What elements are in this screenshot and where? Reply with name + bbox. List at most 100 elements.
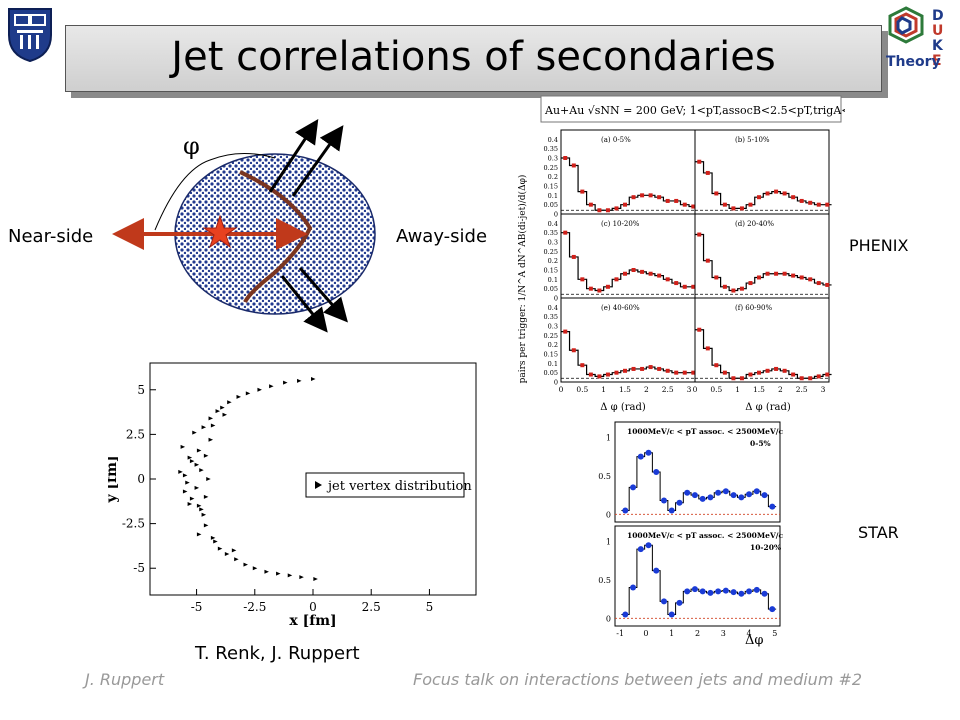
footer-talk-title: Focus talk on interactions between jets … <box>413 670 863 689</box>
star-x-tick-label: 4 <box>747 629 752 638</box>
phenix-x-tick-label: 2.5 <box>662 385 674 394</box>
phenix-x-tick-label: 1.5 <box>619 385 631 394</box>
star-y-tick-label: 1 <box>606 537 611 546</box>
phenix-y-tick-label: 0.3 <box>548 239 558 247</box>
phenix-data-point <box>623 202 628 207</box>
scatter-point <box>257 387 262 392</box>
phenix-data-point <box>682 284 687 289</box>
scatter-point <box>199 468 204 473</box>
scatter-point <box>297 378 302 383</box>
star-data-point <box>660 497 667 504</box>
scatter-point <box>283 380 288 385</box>
phenix-panel-label: (d) 20-40% <box>735 220 774 228</box>
phenix-y-tick-label: 0.05 <box>544 369 558 377</box>
phenix-data-point <box>691 370 696 375</box>
scatter-point <box>189 459 195 464</box>
phenix-data-point <box>563 329 568 334</box>
phenix-data-point <box>825 372 830 377</box>
phenix-data-point <box>614 206 619 211</box>
phenix-panel-label: (a) 0-5% <box>601 136 631 144</box>
phenix-data-point <box>674 281 679 286</box>
phenix-x-tick-label: 1.5 <box>753 385 765 394</box>
phenix-data-point <box>605 208 610 213</box>
phenix-data-point <box>563 230 568 235</box>
scatter-point <box>194 462 200 467</box>
scatter-point <box>217 546 223 551</box>
university-crest-logo <box>8 8 52 63</box>
star-data-point <box>707 494 714 501</box>
star-data-point <box>730 492 737 499</box>
scatter-point <box>234 557 239 562</box>
phenix-data-point <box>580 363 585 368</box>
phenix-data-point <box>563 156 568 160</box>
star-data-point <box>691 586 698 593</box>
phenix-data-point <box>739 376 744 381</box>
phenix-y-tick-label: 0.3 <box>548 323 558 331</box>
star-x-tick-label: 2 <box>695 629 700 638</box>
phenix-data-point <box>697 327 702 332</box>
scatter-point <box>213 539 218 544</box>
phenix-data-point <box>731 288 736 293</box>
phenix-y-tick-label: 0.1 <box>548 192 558 200</box>
lower-jet-arrow-2 <box>298 267 348 323</box>
phenix-data-point <box>765 368 770 373</box>
phenix-data-point <box>691 284 696 289</box>
phenix-y-tick-label: 0.35 <box>544 313 558 321</box>
phenix-x-tick-label: 1 <box>735 385 740 394</box>
star-x-axis-label: Δφ <box>745 633 764 648</box>
star-data-point <box>660 598 667 605</box>
star-data-point <box>622 507 629 514</box>
phenix-x-tick-label: 1 <box>601 385 606 394</box>
scatter-x-tick-label: 0 <box>309 600 317 614</box>
phenix-data-point <box>682 370 687 375</box>
phenix-data-point <box>808 277 813 282</box>
phenix-data-point <box>816 281 821 286</box>
scatter-point <box>196 503 202 508</box>
star-data-point <box>699 588 706 595</box>
phenix-y-tick-label: 0.25 <box>544 164 558 172</box>
phenix-data-point <box>714 275 719 280</box>
scatter-y-tick-label: 2.5 <box>126 427 145 441</box>
star-x-tick-label: 3 <box>721 629 726 638</box>
scatter-point <box>269 384 274 389</box>
star-panels: 1000MeV/c < pT assoc. < 2500MeV/c 0-5% 0 0.… <box>598 421 784 638</box>
scatter-point <box>264 569 269 574</box>
star-data-point <box>753 586 760 593</box>
scatter-point <box>299 575 304 580</box>
star-y-tick-label: 0.5 <box>598 472 611 481</box>
phenix-y-tick-label: 0.05 <box>544 285 558 293</box>
star-x-tick-label: -1 <box>616 629 624 638</box>
phenix-data-point <box>623 271 628 276</box>
phenix-panel-label: (f) 60-90% <box>735 304 772 312</box>
star-panel-frame <box>614 421 781 523</box>
scatter-point <box>180 444 186 449</box>
phenix-y-tick-label: 0 <box>554 379 558 387</box>
phenix-data-point <box>816 374 821 379</box>
scatter-point <box>220 405 225 410</box>
phenix-y-tick-label: 0.4 <box>548 136 558 144</box>
phenix-data-point <box>657 195 662 200</box>
star-data-point <box>738 494 745 501</box>
phenix-x-tick-label: 0.5 <box>710 385 722 394</box>
phenix-data-point <box>722 370 727 375</box>
phenix-data-point <box>799 376 804 381</box>
star-data-point <box>684 489 691 496</box>
phenix-data-point <box>799 198 804 203</box>
phenix-data-point <box>748 202 753 207</box>
logo-letter-k: K <box>932 38 944 54</box>
phenix-data-point <box>674 198 679 203</box>
phenix-data-point <box>697 159 702 164</box>
phenix-data-point <box>597 208 602 213</box>
scatter-point <box>208 437 214 442</box>
phenix-data-point <box>657 273 662 278</box>
star-data-point <box>738 590 745 597</box>
phenix-histogram <box>561 232 698 292</box>
star-data-point <box>653 567 660 574</box>
phenix-x-tick-label: 0 <box>559 385 564 394</box>
phenix-data-point <box>705 258 710 263</box>
phenix-data-point <box>782 368 787 373</box>
phenix-data-point <box>808 200 813 205</box>
star-data-point <box>707 589 714 596</box>
jet-vertex-scatter-plot: -5 -2.5 0 2.5 5 5 2.5 0 -2.5 -5 jet vertex distr… <box>108 362 477 629</box>
upper-jet-arrow-1 <box>268 118 319 193</box>
